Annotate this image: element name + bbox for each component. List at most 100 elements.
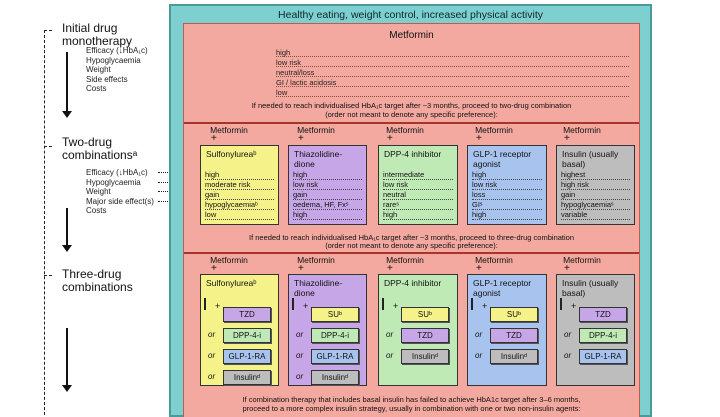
cost-value: high (293, 210, 362, 220)
option-glp1: GLP-1-RA (223, 349, 271, 364)
two-drug-sulfonylurea-box: Sulfonylureaᵇ high moderate risk gain hy… (200, 145, 279, 225)
drug-name: Insulin (usually basal) (562, 278, 619, 298)
three-drug-glp1-box: GLP-1 receptor agonist + SUᵇ or TZD or I… (467, 274, 547, 386)
frame-title: Healthy eating, weight control, increase… (278, 9, 543, 21)
option-insulin: Insulinᵈ (223, 370, 271, 385)
separator-two-drug (184, 122, 639, 124)
efficacy-value: intermediate (383, 170, 453, 180)
down-arrow-3 (62, 328, 72, 392)
branch-line (292, 298, 294, 310)
plus-sign: + (211, 263, 217, 274)
two-drug-thiazolidinedione-box: Thiazolidine-dione high low risk gain oe… (288, 145, 367, 225)
metformin-value-row: high (276, 48, 629, 57)
three-drug-prefix: Metformin (297, 255, 335, 265)
two-criterion: Weight (86, 187, 111, 196)
stage-guide-line (44, 30, 45, 415)
option-insulin: Insulinᵈ (311, 370, 359, 385)
plus-sign: + (476, 263, 482, 274)
option-dpp4: DPP-4-i (579, 328, 627, 343)
stage-tick-two (44, 146, 52, 147)
plus-sign: + (298, 263, 304, 274)
hypoglycaemia-value: low risk (383, 180, 453, 190)
cost-value: variable (561, 210, 630, 220)
two-drug-note-line2: (order not meant to denote any specific … (325, 241, 498, 250)
plus-sign: + (215, 301, 221, 311)
efficacy-value: high (293, 170, 362, 180)
metformin-note-line2: (order not meant to denote any specific … (325, 110, 498, 119)
stage-three-line1: Three-drug (62, 267, 122, 281)
stage-two-line1: Two-drug (62, 135, 113, 149)
mono-criterion: Side effects (86, 74, 128, 84)
plus-sign: + (211, 133, 217, 144)
down-arrow-1 (62, 52, 72, 118)
option-glp1: GLP-1-RA (579, 349, 627, 364)
plus-sign: + (387, 263, 393, 274)
cost-value: low (205, 210, 274, 220)
or-label: or (475, 330, 483, 339)
stage-two: Two-drug combinationsᵃ (62, 136, 137, 162)
option-tzd: TZD (579, 307, 627, 322)
two-criteria: Efficacy (↓HbA₁c) Hypoglycaemia Weight M… (86, 168, 154, 216)
or-label: or (208, 351, 216, 360)
option-dpp4: DPP-4-i (311, 328, 359, 343)
hypoglycaemia-value: high risk (561, 180, 630, 190)
weight-value: gain (561, 190, 630, 200)
three-drug-prefix: Metformin (475, 255, 513, 265)
three-drug-prefix: Metformin (563, 255, 601, 265)
plus-sign: + (303, 301, 309, 311)
two-drug-note-line1: If needed to reach individualised HbA₁c … (248, 233, 575, 242)
or-label: or (386, 351, 394, 360)
three-drug-note-line1: If combination therapy that includes bas… (242, 395, 581, 404)
side-effect-value: hypoglycaemiaˢ (561, 200, 630, 210)
side-effect-value: GIˢ (472, 200, 542, 210)
mono-criterion: Weight (86, 65, 111, 74)
separator-three-drug (184, 252, 639, 254)
drug-name: Thiazolidine-dione (294, 149, 343, 169)
weight-value: gain (205, 190, 274, 200)
drug-name: DPP-4 inhibitor (384, 149, 442, 159)
two-drug-prefix: Metformin (210, 125, 248, 135)
drug-name: Insulin (usually basal) (562, 149, 619, 169)
two-drug-prefix: Metformin (563, 125, 601, 135)
mono-criterion: Costs (86, 84, 107, 93)
two-drug-prefix: Metformin (297, 125, 335, 135)
hypoglycaemia-value: moderate risk (205, 180, 274, 190)
stage-three-line2: combinations (62, 280, 133, 294)
option-su: SUᵇ (490, 307, 538, 322)
metformin-value-row: low risk (276, 58, 629, 67)
option-insulin: Insulinᵈ (401, 349, 449, 364)
two-drug-insulin-box: Insulin (usually basal) highest high ris… (556, 145, 635, 225)
or-label: or (296, 330, 304, 339)
or-label: or (386, 330, 394, 339)
plus-sign: + (482, 301, 488, 311)
stage-tick-three (44, 275, 52, 276)
three-drug-thiazolidinedione-box: Thiazolidine-dione + SUᵇ or DPP-4-i or G… (288, 274, 367, 386)
cost-value: high (472, 210, 542, 220)
mono-criteria: Efficacy (↓HbA₁c) Hypoglycaemia Weight S… (86, 46, 148, 94)
plus-sign: + (564, 263, 570, 274)
hypoglycaemia-value: low risk (293, 180, 362, 190)
hypoglycaemia-value: low risk (472, 180, 542, 190)
three-drug-insulin-box: Insulin (usually basal) + TZD or DPP-4-i… (556, 274, 635, 386)
drug-name: Thiazolidine-dione (294, 278, 343, 298)
or-label: or (296, 351, 304, 360)
stage-two-line2: combinationsᵃ (62, 148, 138, 162)
weight-value: loss (472, 190, 542, 200)
drug-name: DPP-4 inhibitor (384, 278, 442, 288)
or-label: or (475, 351, 483, 360)
down-arrow-2 (62, 208, 72, 252)
option-insulin: Insulinᵈ (490, 349, 538, 364)
two-drug-glp1-box: GLP-1 receptor agonist high low risk los… (467, 145, 547, 225)
three-drug-dpp4-box: DPP-4 inhibitor + SUᵇ or TZD or Insulinᵈ (378, 274, 458, 386)
three-drug-prefix: Metformin (386, 255, 424, 265)
drug-name: Sulfonylureaᵇ (206, 149, 257, 159)
side-effect-value: rareˢ (383, 200, 453, 210)
efficacy-value: high (205, 170, 274, 180)
metformin-panel: Metformin high low risk neutral/loss GI … (183, 23, 640, 417)
drug-name: GLP-1 receptor agonist (473, 149, 532, 169)
two-drug-prefix: Metformin (386, 125, 424, 135)
metformin-title: Metformin (389, 30, 434, 41)
drug-name: Sulfonylureaᵇ (206, 278, 257, 288)
option-tzd: TZD (490, 328, 538, 343)
three-drug-sulfonylurea-box: Sulfonylureaᵇ + TZD or DPP-4-i or GLP-1-… (200, 274, 279, 386)
